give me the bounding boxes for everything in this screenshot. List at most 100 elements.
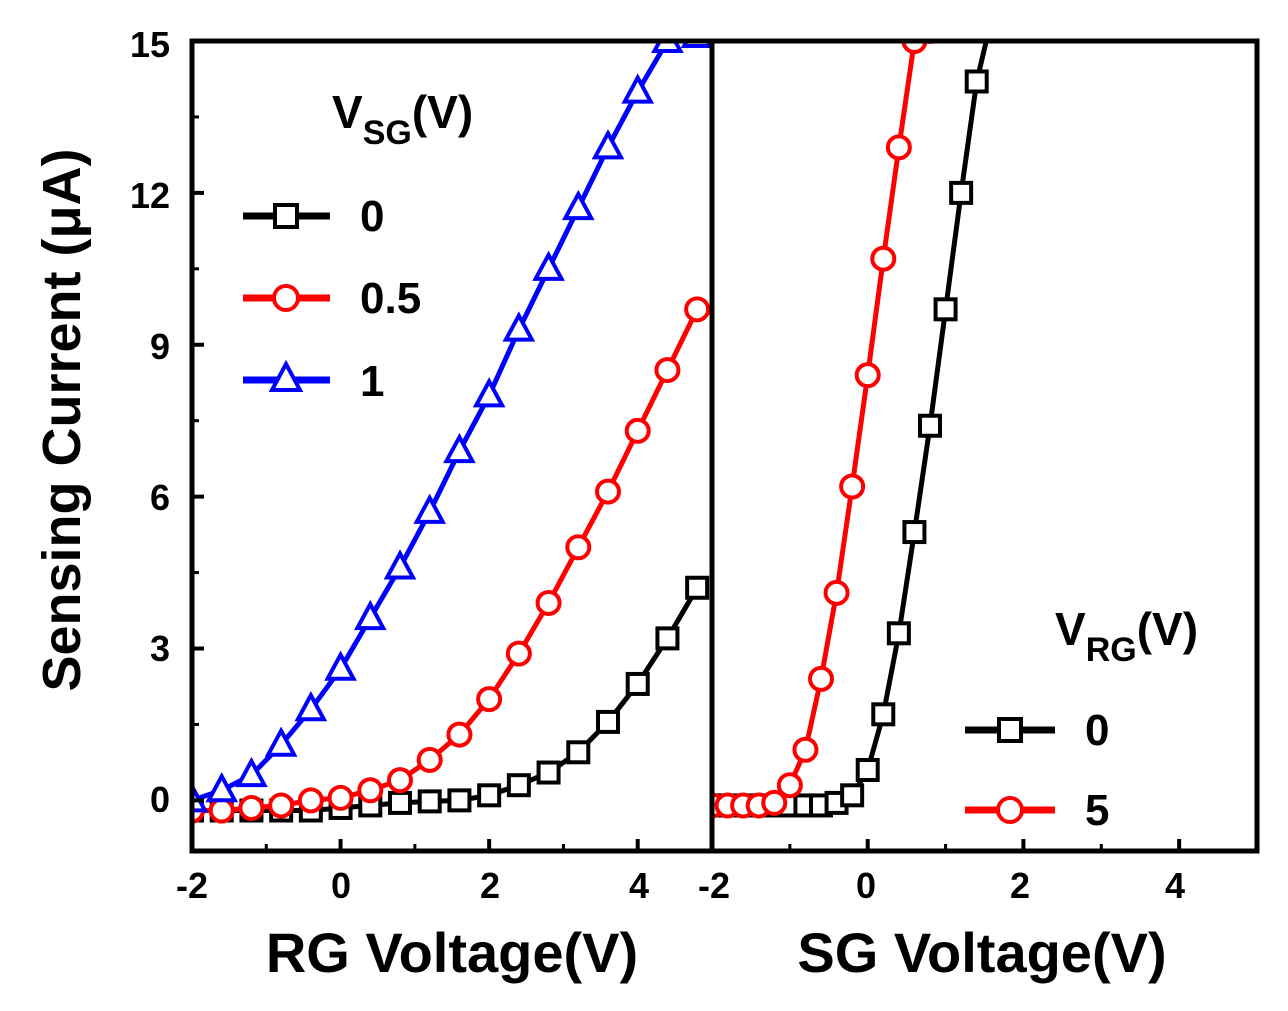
y-axis-label: Sensing Current (μA) [32,148,92,691]
data-point-circle [776,772,803,799]
data-point-circle [476,686,503,713]
data-point-circle [885,134,912,161]
data-point-circle [839,473,866,500]
data-point-square [685,575,710,600]
data-point-circle [854,362,881,389]
data-point-triangle [502,311,536,342]
legend-label-vrg-5: 5 [1085,786,1109,835]
series-line-0 [192,586,700,813]
legend-label-vsg-1: 1 [360,357,384,406]
data-point-triangle [621,73,655,104]
data-point-square [447,788,472,813]
data-point-triangle [205,772,239,803]
data-point-triangle [532,250,565,281]
x-tick-label: 0 [331,865,351,906]
data-point-triangle [324,650,357,681]
data-point-circle [387,767,413,794]
y-tick-label: 9 [150,326,170,367]
data-point-triangle [561,189,595,221]
data-point-square [918,413,942,438]
x-tick-label: -2 [176,865,208,906]
x-axis-label-right: SG Voltage(V) [797,921,1166,984]
data-point-triangle [264,726,298,757]
data-point-circle [624,417,651,444]
data-point-triangle [591,129,625,160]
data-point-circle [901,41,928,54]
data-point-square [949,180,974,205]
y-tick-label: 3 [150,628,170,669]
data-point-triangle [443,432,476,464]
data-point-circle [565,534,592,561]
x-axis-label-left: RG Voltage(V) [266,921,638,984]
data-point-square [625,671,650,696]
data-point-circle [808,665,834,692]
series-line-1 [192,41,683,803]
data-point-circle [238,794,265,821]
data-point-square [871,702,896,727]
data-point-circle [684,296,711,323]
y-tick-label: 0 [150,779,170,820]
x-tick-label: 4 [629,865,649,906]
data-point-triangle [472,377,506,408]
data-point-circle [535,589,562,616]
data-point-circle [505,640,532,667]
legend-marker-triangle-icon [268,359,304,392]
data-point-square [982,6,1002,26]
data-point-square [655,626,680,651]
x-tick-label: 0 [856,865,876,906]
legend-label-vsg-0: 0 [360,192,384,241]
data-point-square [596,709,620,734]
data-point-circle [792,736,819,763]
data-point-triangle [294,691,328,722]
legend-marker-circle-icon [272,284,300,312]
data-point-triangle [383,549,417,580]
data-point-square [902,520,927,545]
legend-marker-square-icon [273,203,299,229]
legend-label-vrg-0: 0 [1085,706,1109,755]
x-tick-label: 2 [1010,865,1030,906]
legend-marker-square-icon [997,717,1023,743]
series-line-0.5 [192,308,700,813]
legend-title-left: VSG(V) [332,86,473,152]
data-point-circle [654,357,681,384]
data-point-square [964,69,989,94]
legend-marker-circle-icon [996,796,1024,824]
legend-label-vsg-05: 0.5 [360,274,421,323]
data-point-circle [823,579,850,606]
data-point-circle [327,784,354,811]
x-tick-label: 2 [480,865,500,906]
y-tick-label: 15 [130,24,170,65]
data-point-circle [761,789,788,816]
right-panel-series [712,6,1002,819]
y-tick-label: 12 [130,175,170,216]
data-point-circle [208,797,235,824]
data-point-square [388,790,412,815]
data-point-circle [595,478,621,505]
data-point-square [840,783,865,808]
x-tick-label: -2 [698,865,730,906]
y-tick-label: 6 [150,477,170,518]
data-point-circle [297,787,324,814]
data-point-square [536,760,561,785]
right-panel-frame [709,38,1260,854]
data-point-triangle [353,599,387,631]
data-point-circle [870,245,897,272]
x-tick-label: 4 [1165,865,1185,906]
legend-title-right: VRG(V) [1055,603,1198,669]
data-point-circle [446,721,473,748]
data-point-triangle [413,493,447,524]
data-point-square [566,740,591,765]
legend-right: VRG(V) 0 5 [965,603,1198,835]
data-point-square [855,758,880,782]
data-point-square [417,789,442,814]
data-point-circle [357,777,384,804]
data-point-triangle [235,756,268,788]
legend-left: VSG(V) 0 0.5 1 [243,86,473,406]
data-point-circle [268,792,295,819]
axis-ticks [190,39,1259,851]
series-line-0 [712,41,989,808]
data-point-square [506,773,531,798]
data-point-square [477,783,502,808]
data-point-square [886,621,911,646]
